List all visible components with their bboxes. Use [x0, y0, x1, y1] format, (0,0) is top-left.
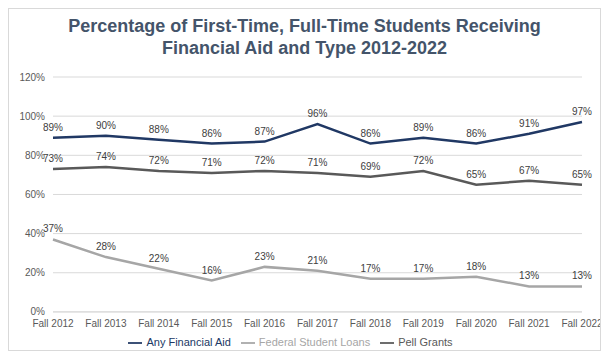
svg-text:28%: 28%: [96, 241, 116, 252]
svg-text:Fall 2013: Fall 2013: [85, 318, 127, 329]
svg-text:73%: 73%: [43, 153, 63, 164]
svg-text:100%: 100%: [19, 111, 45, 122]
html-text:Pell Grants: Pell Grants: [398, 335, 453, 348]
svg-text:86%: 86%: [360, 128, 380, 139]
svg-text:0%: 0%: [31, 306, 46, 317]
svg-text:Fall 2012: Fall 2012: [32, 318, 74, 329]
svg-text:Fall 2021: Fall 2021: [509, 318, 551, 329]
svg-text:Fall 2020: Fall 2020: [456, 318, 498, 329]
svg-text:87%: 87%: [255, 126, 275, 137]
svg-text:89%: 89%: [413, 122, 433, 133]
svg-text:72%: 72%: [149, 155, 169, 166]
svg-text:86%: 86%: [466, 128, 486, 139]
svg-text:37%: 37%: [43, 223, 63, 234]
svg-text:96%: 96%: [307, 108, 327, 119]
svg-text:20%: 20%: [25, 267, 45, 278]
html-text:Any Financial Aid: Any Financial Aid: [146, 335, 231, 348]
svg-text:60%: 60%: [25, 189, 45, 200]
svg-text:71%: 71%: [202, 157, 222, 168]
svg-text:Fall 2015: Fall 2015: [191, 318, 233, 329]
svg-text:120%: 120%: [19, 72, 45, 83]
svg-text:89%: 89%: [43, 122, 63, 133]
svg-text:17%: 17%: [413, 263, 433, 274]
svg-text:17%: 17%: [360, 263, 380, 274]
svg-text:65%: 65%: [466, 169, 486, 180]
svg-text:72%: 72%: [255, 155, 275, 166]
svg-text:23%: 23%: [255, 251, 275, 262]
svg-text:91%: 91%: [519, 118, 539, 129]
svg-text:22%: 22%: [149, 253, 169, 264]
svg-text:40%: 40%: [25, 228, 45, 240]
html-text:Federal Student Loans: Federal Student Loans: [258, 335, 371, 348]
svg-text:Fall 2014: Fall 2014: [138, 318, 180, 329]
svg-text:80%: 80%: [25, 149, 45, 161]
svg-text:97%: 97%: [572, 106, 592, 117]
svg-text:69%: 69%: [360, 161, 380, 172]
html-text:Percentage of First-Time, Full: Percentage of First-Time, Full-Time Stud…: [68, 16, 541, 58]
svg-text:74%: 74%: [96, 151, 116, 162]
svg-text:65%: 65%: [572, 169, 592, 180]
svg-text:88%: 88%: [149, 124, 169, 135]
svg-text:67%: 67%: [519, 165, 539, 176]
svg-text:Fall 2019: Fall 2019: [403, 318, 445, 329]
svg-text:86%: 86%: [202, 128, 222, 139]
svg-text:16%: 16%: [202, 265, 222, 276]
svg-text:90%: 90%: [96, 120, 116, 131]
svg-text:18%: 18%: [466, 261, 486, 272]
svg-text:13%: 13%: [519, 270, 539, 281]
svg-text:Fall 2018: Fall 2018: [350, 318, 392, 329]
svg-text:Fall 2017: Fall 2017: [297, 318, 339, 329]
svg-text:Fall 2022: Fall 2022: [561, 318, 600, 329]
svg-text:Fall 2016: Fall 2016: [244, 318, 286, 329]
svg-text:72%: 72%: [413, 155, 433, 166]
svg-text:13%: 13%: [572, 270, 592, 281]
svg-text:21%: 21%: [307, 255, 327, 266]
svg-text:71%: 71%: [307, 157, 327, 168]
